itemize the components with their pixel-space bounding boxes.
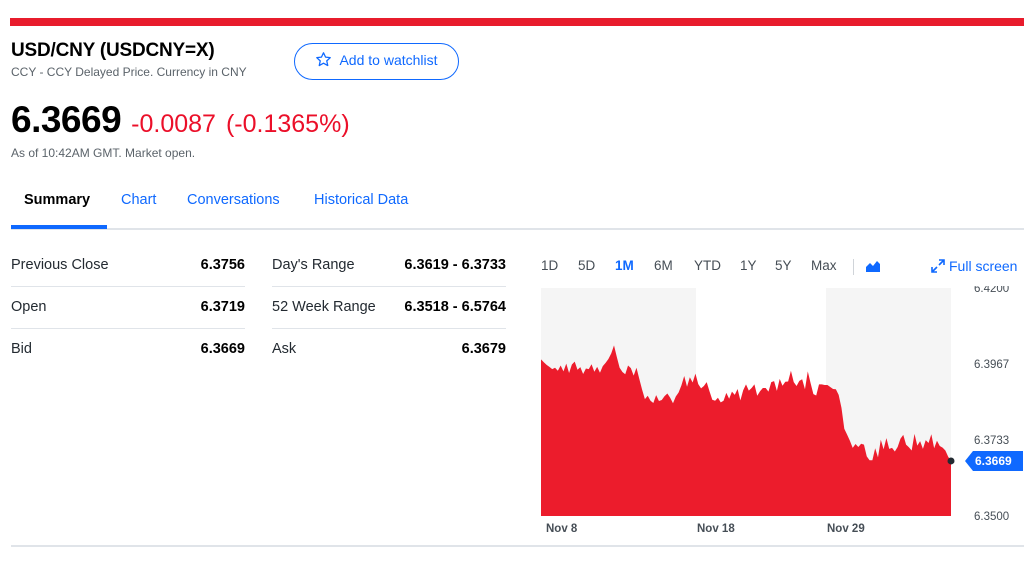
stat-open: Open 6.3719 xyxy=(11,287,245,329)
range-5d-button[interactable]: 5D xyxy=(578,258,596,273)
ticker-subtitle: CCY - CCY Delayed Price. Currency in CNY xyxy=(11,65,247,79)
stat-value: 6.3518 - 6.5764 xyxy=(404,299,506,315)
range-max-button[interactable]: Max xyxy=(811,258,837,273)
stat-value: 6.3669 xyxy=(200,341,245,357)
range-1y-button[interactable]: 1Y xyxy=(740,258,757,273)
full-screen-button[interactable]: Full screen xyxy=(931,258,1017,274)
range-6m-button[interactable]: 6M xyxy=(654,258,673,273)
x-tick-label: Nov 29 xyxy=(827,523,865,535)
watchlist-label: Add to watchlist xyxy=(339,51,438,68)
price-chart-svg: 6.4200 6.3967 6.3733 6.3500 6.3669 Nov 8 Nov 1… xyxy=(541,286,1023,535)
stat-value: 6.3679 xyxy=(461,341,506,357)
area-chart-icon[interactable] xyxy=(865,259,881,273)
add-to-watchlist-button[interactable]: Add to watchlist xyxy=(294,43,459,80)
y-tick-label: 6.4200 xyxy=(974,286,1009,295)
stat-previous-close: Previous Close 6.3756 xyxy=(11,245,245,287)
y-tick-label: 6.3733 xyxy=(974,435,1009,447)
range-1d-button[interactable]: 1D xyxy=(541,258,559,273)
range-divider xyxy=(853,259,854,275)
tab-chart[interactable]: Chart xyxy=(121,192,157,208)
current-price: 6.3669 xyxy=(11,99,122,140)
section-divider xyxy=(11,545,1024,547)
quote-header: USD/CNY (USDCNY=X) CCY - CCY Delayed Pri… xyxy=(11,40,247,79)
stat-bid: Bid 6.3669 xyxy=(11,329,245,371)
stat-value: 6.3756 xyxy=(200,257,245,273)
y-tick-label: 6.3500 xyxy=(974,511,1009,523)
x-tick-label: Nov 8 xyxy=(546,523,578,535)
stat-label: Previous Close xyxy=(11,257,109,273)
stat-label: 52 Week Range xyxy=(272,299,376,315)
stat-value: 6.3619 - 6.3733 xyxy=(404,257,506,273)
price-chart[interactable]: 6.4200 6.3967 6.3733 6.3500 6.3669 Nov 8 Nov 1… xyxy=(541,286,1024,536)
price-row: 6.3669 -0.0087 (-0.1365%) xyxy=(11,99,350,141)
market-status-text: As of 10:42AM GMT. Market open. xyxy=(11,146,196,160)
ticker-title: USD/CNY (USDCNY=X) xyxy=(11,40,215,61)
range-ytd-button[interactable]: YTD xyxy=(694,258,721,273)
stat-days-range: Day's Range 6.3619 - 6.3733 xyxy=(272,245,506,287)
tab-summary[interactable]: Summary xyxy=(24,192,91,208)
tab-conversations[interactable]: Conversations xyxy=(187,192,280,208)
star-icon xyxy=(316,52,332,67)
expand-icon xyxy=(931,259,945,273)
active-tab-indicator xyxy=(11,225,107,229)
stat-label: Ask xyxy=(272,341,297,357)
stat-52-week-range: 52 Week Range 6.3518 - 6.5764 xyxy=(272,287,506,329)
stat-label: Open xyxy=(11,299,47,315)
stat-label: Bid xyxy=(11,341,32,357)
stat-label: Day's Range xyxy=(272,257,355,273)
price-change-percent: (-0.1365%) xyxy=(225,110,350,138)
tab-historical-data[interactable]: Historical Data xyxy=(314,192,409,208)
quote-tabs: Summary Chart Conversations Historical D… xyxy=(11,190,1024,230)
stat-value: 6.3719 xyxy=(200,299,245,315)
x-tick-label: Nov 18 xyxy=(697,523,735,535)
current-price-tag-label: 6.3669 xyxy=(975,454,1012,468)
range-1m-button[interactable]: 1M xyxy=(615,258,634,273)
brand-accent-bar xyxy=(10,18,1024,26)
full-screen-label: Full screen xyxy=(949,258,1018,274)
current-price-tag xyxy=(965,450,1023,471)
stat-ask: Ask 6.3679 xyxy=(272,329,506,371)
y-tick-label: 6.3967 xyxy=(974,359,1009,371)
last-price-dot xyxy=(947,457,955,465)
price-change: -0.0087 xyxy=(131,110,216,138)
range-5y-button[interactable]: 5Y xyxy=(775,258,792,273)
price-area xyxy=(541,345,951,516)
